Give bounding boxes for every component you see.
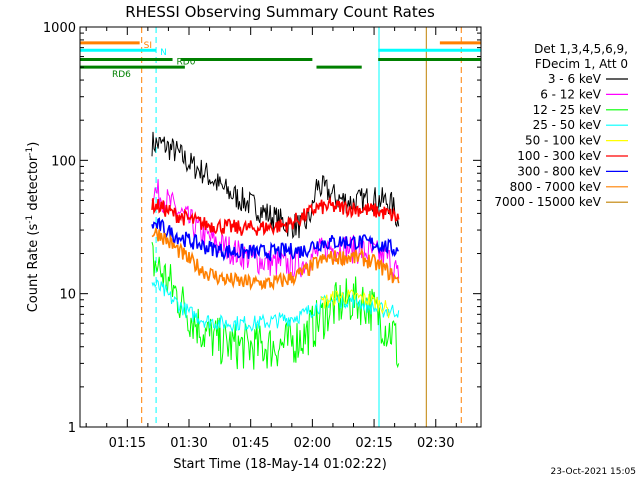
- footer-timestamp: 23-Oct-2021 15:05: [551, 467, 636, 477]
- series-line-4: [320, 289, 391, 319]
- x-tick-label-3: 02:00: [294, 436, 331, 451]
- x-axis-ticks: 01:15 01:30 01:45 02:00 02:15 02:30: [85, 27, 478, 451]
- legend-label-1: 6 - 12 keV: [540, 87, 602, 101]
- legend-label-7: 800 - 7000 keV: [510, 180, 602, 194]
- x-tick-label-2: 01:45: [232, 436, 269, 451]
- chart-title: RHESSI Observing Summary Count Rates: [125, 3, 435, 21]
- y-tick-label-2: 100: [51, 154, 76, 169]
- legend-label-8: 7000 - 15000 keV: [494, 195, 601, 209]
- legend-label-0: 3 - 6 keV: [548, 72, 602, 86]
- y-tick-label-1: 10: [59, 288, 76, 303]
- plot-frame: [79, 26, 482, 428]
- y-axis-label-mid: detector: [26, 155, 41, 215]
- y-axis-label-sup2: -1: [25, 147, 35, 156]
- legend-label-5: 100 - 300 keV: [517, 149, 601, 163]
- legend-label-3: 25 - 50 keV: [533, 118, 602, 132]
- x-tick-label-0: 01:15: [109, 436, 146, 451]
- series-line-5: [151, 195, 400, 237]
- x-tick-label-4: 02:15: [355, 436, 392, 451]
- legend-label-2: 12 - 25 keV: [533, 103, 602, 117]
- series-line-7: [151, 227, 400, 291]
- legend-header-0: Det 1,3,4,5,6,9,: [534, 42, 628, 56]
- series-line-3: [151, 279, 400, 333]
- x-tick-label-5: 02:30: [417, 436, 454, 451]
- state-bar-label-rd6: RD6: [112, 70, 131, 80]
- series-line-2: [151, 241, 400, 370]
- y-tick-label-3: 1000: [43, 21, 76, 36]
- series-line-6: [151, 217, 399, 262]
- x-tick-label-1: 01:30: [170, 436, 207, 451]
- y-axis-label-sup1: -1: [25, 215, 35, 224]
- state-bar-label-si: SI: [144, 41, 152, 51]
- x-axis-label: Start Time (18-May-14 01:02:22): [173, 457, 387, 472]
- state-bar-label-rd0: RD0: [177, 58, 196, 68]
- series-lines: [151, 131, 400, 370]
- legend-label-6: 300 - 800 keV: [517, 164, 601, 178]
- y-axis-label-main: Count Rate (s: [26, 224, 41, 313]
- y-axis-label-end: ): [26, 142, 41, 147]
- legend-header-1: FDecim 1, Att 0: [535, 57, 628, 71]
- y-tick-label-0: 1: [68, 421, 76, 436]
- legend-label-4: 50 - 100 keV: [525, 134, 602, 148]
- y-axis-label: Count Rate (s-1 detector-1): [25, 142, 41, 313]
- state-bars: SI N RD0 RD6: [80, 41, 481, 80]
- y-axis-ticks: 1 10 100 1000: [43, 21, 481, 436]
- state-bar-label-n: N: [160, 48, 167, 58]
- legend: Det 1,3,4,5,6,9,FDecim 1, Att 03 - 6 keV…: [494, 42, 628, 209]
- series-line-0: [151, 131, 400, 240]
